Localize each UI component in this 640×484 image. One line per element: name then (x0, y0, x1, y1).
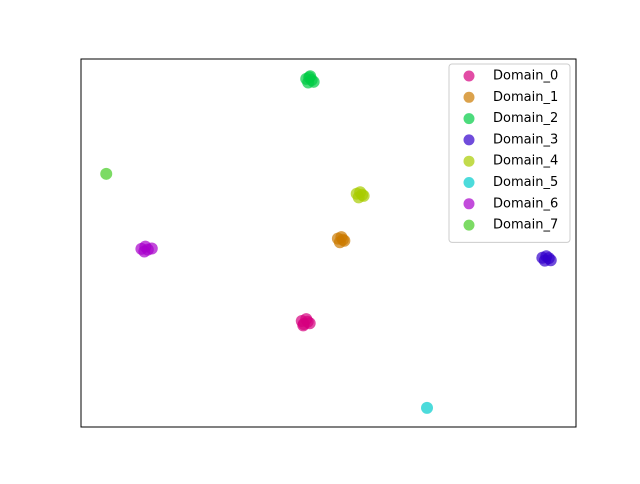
legend-marker (463, 198, 475, 210)
point (297, 317, 310, 330)
legend-label: Domain_6 (493, 196, 558, 211)
legend-label: Domain_7 (493, 218, 558, 233)
point (141, 243, 154, 256)
legend-label: Domain_4 (493, 154, 558, 169)
legend-marker (463, 177, 475, 188)
legend-box (448, 63, 571, 243)
legend-label: Domain_1 (493, 90, 558, 105)
legend-label: Domain_2 (493, 111, 558, 126)
legend-marker (463, 91, 475, 103)
legend-marker (463, 70, 475, 82)
legend-marker (463, 155, 475, 167)
point (356, 188, 369, 201)
legend-marker (463, 219, 475, 231)
point (100, 167, 113, 180)
point (542, 252, 555, 265)
legend-label: Domain_0 (493, 69, 558, 84)
legend-label: Domain_3 (493, 132, 558, 147)
plot-frame (80, 58, 577, 428)
legend-marker (463, 134, 475, 146)
point (421, 401, 434, 414)
point (303, 71, 316, 84)
point (336, 233, 349, 246)
legend-marker (463, 113, 475, 125)
legend-label: Domain_5 (493, 175, 558, 190)
